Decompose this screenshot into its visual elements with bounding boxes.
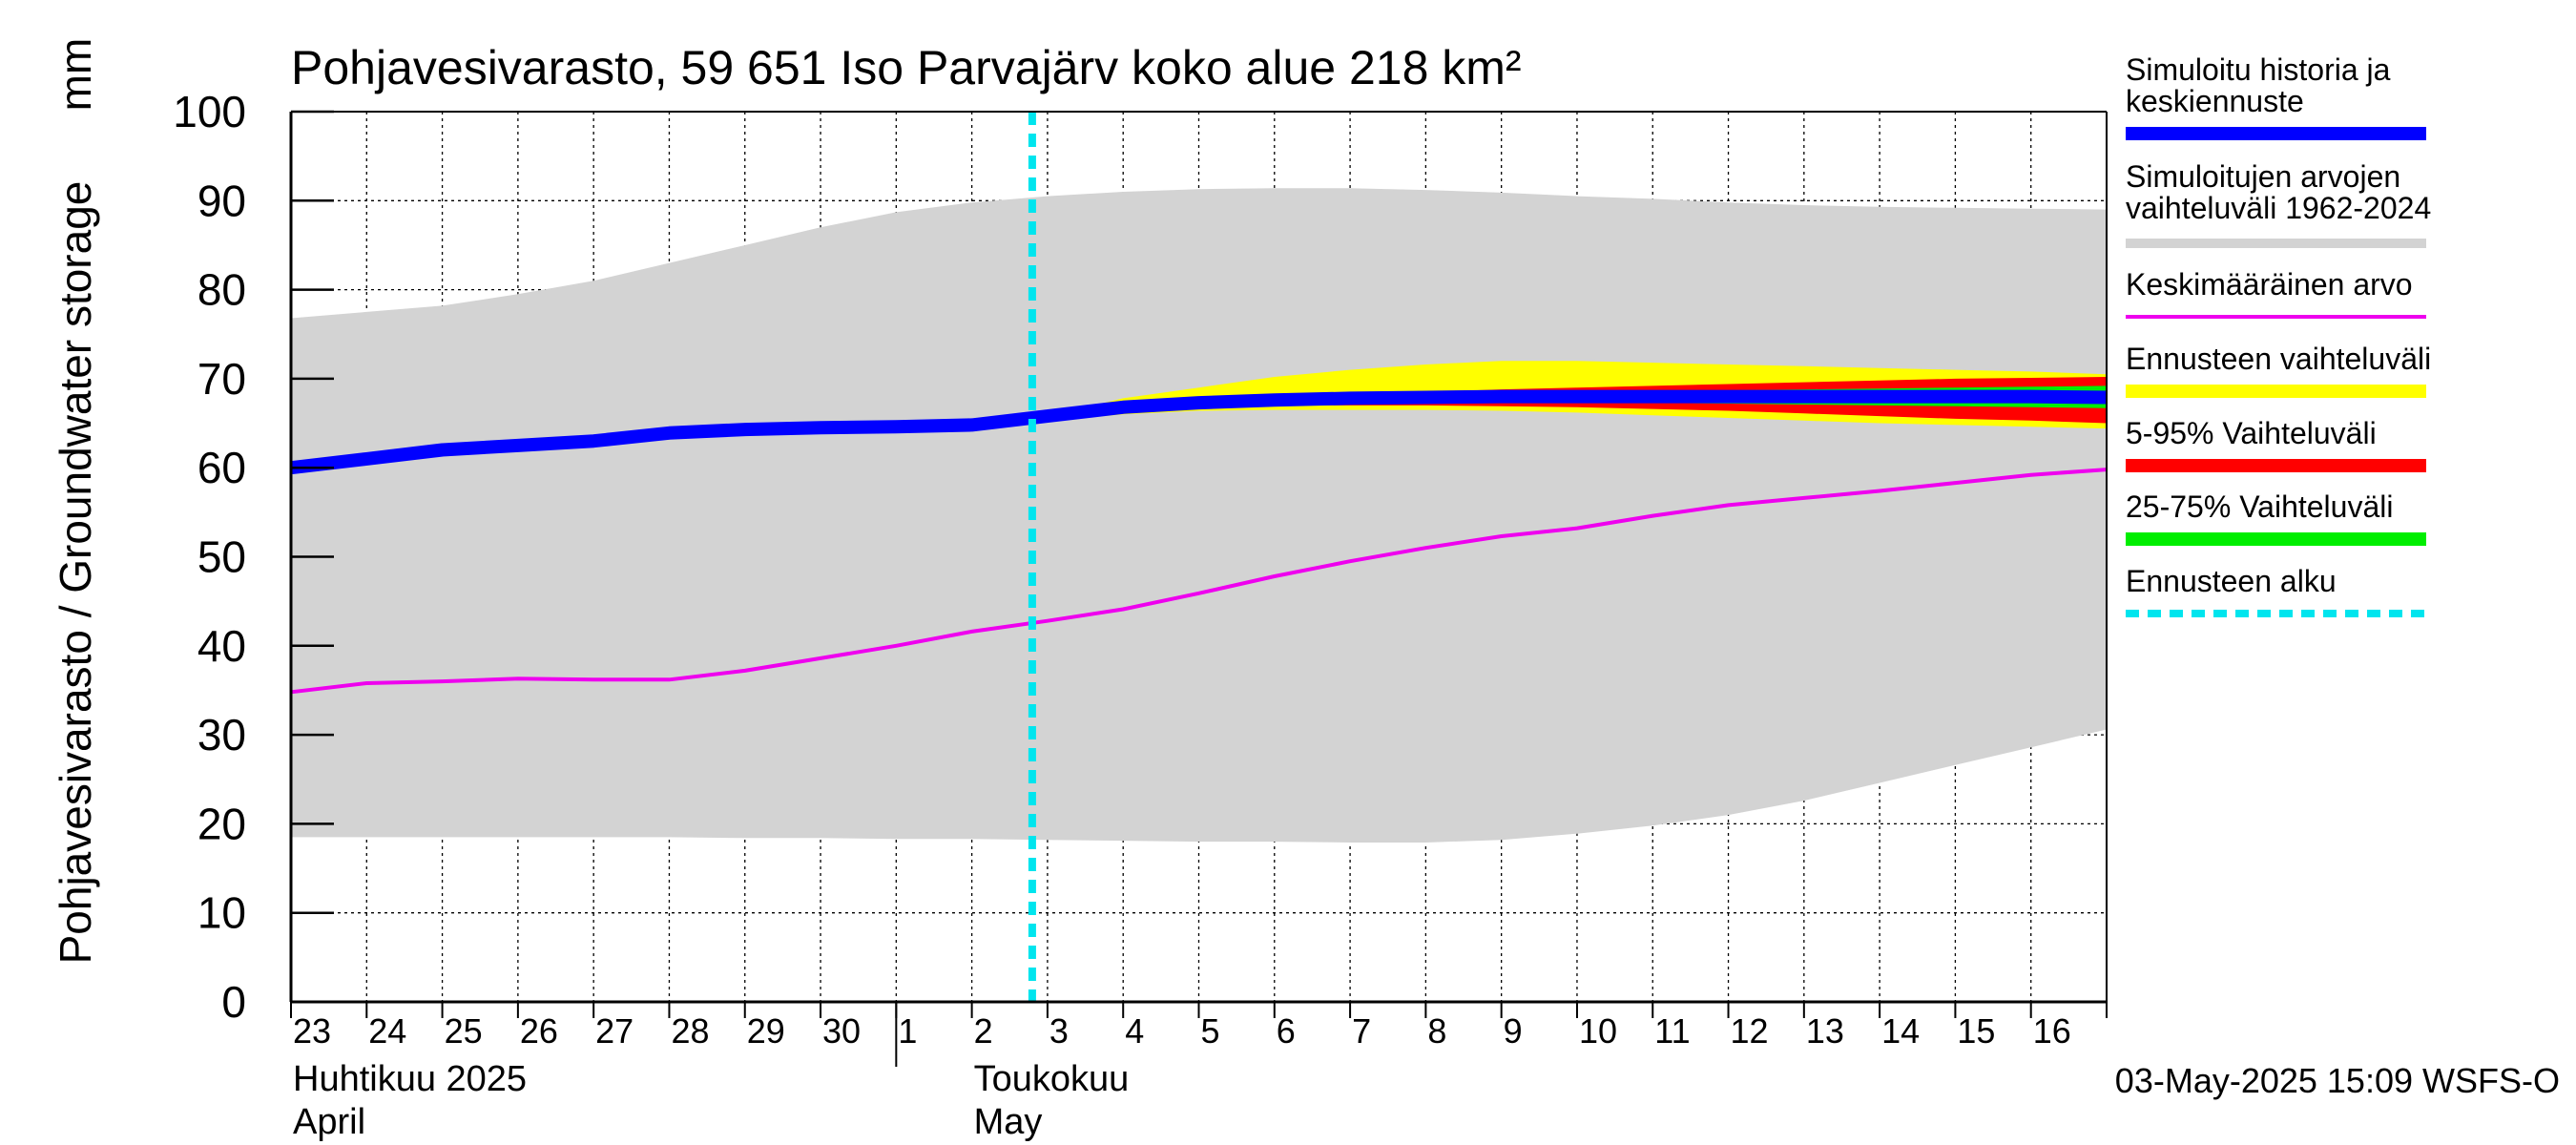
x-tick-label: 28 xyxy=(671,1011,709,1051)
legend-label: Simuloitu historia ja xyxy=(2126,52,2391,87)
simulated-history-line xyxy=(290,389,2108,475)
x-tick-label: 24 xyxy=(368,1011,406,1051)
x-tick-label: 6 xyxy=(1277,1011,1296,1051)
legend-label: Simuloitujen arvojen xyxy=(2126,159,2400,194)
x-tick-label: 14 xyxy=(1881,1011,1920,1051)
x-tick-label: 7 xyxy=(1352,1011,1371,1051)
x-tick-label: 5 xyxy=(1201,1011,1220,1051)
month-label: Toukokuu xyxy=(974,1059,1130,1099)
legend-label: Keskimääräinen arvo xyxy=(2126,267,2413,302)
x-tick-label: 30 xyxy=(822,1011,861,1051)
y-tick-label: 70 xyxy=(197,354,246,404)
x-tick-label: 13 xyxy=(1806,1011,1844,1051)
x-tick-label: 3 xyxy=(1049,1011,1069,1051)
y-tick-label: 0 xyxy=(221,977,246,1027)
legend-label: keskiennuste xyxy=(2126,84,2304,118)
x-tick-label: 25 xyxy=(445,1011,483,1051)
x-tick-label: 1 xyxy=(898,1011,917,1051)
legend-label: 5-95% Vaihteluväli xyxy=(2126,416,2377,450)
legend-label: 25-75% Vaihteluväli xyxy=(2126,489,2393,524)
y-axis-unit: mm xyxy=(51,38,100,112)
legend-label: vaihteluväli 1962-2024 xyxy=(2126,191,2431,225)
month-label: Huhtikuu 2025 xyxy=(293,1059,527,1099)
y-axis-ticks: 0 10 20 30 40 50 60 70 80 90 100 xyxy=(173,87,334,1027)
x-tick-label: 15 xyxy=(1957,1011,1995,1051)
x-tick-label: 11 xyxy=(1654,1011,1690,1051)
y-axis-label: Pohjavesivarasto / Groundwater storage xyxy=(51,181,100,965)
y-tick-label: 20 xyxy=(197,799,246,848)
chart-title: Pohjavesivarasto, 59 651 Iso Parvajärv k… xyxy=(291,41,1522,94)
legend-label: Ennusteen vaihteluväli xyxy=(2126,342,2431,376)
month-label-en: May xyxy=(974,1102,1043,1142)
mean-value-line xyxy=(290,468,2108,695)
x-tick-label: 12 xyxy=(1731,1011,1769,1051)
lines-layer xyxy=(290,389,2108,695)
y-tick-label: 60 xyxy=(197,443,246,492)
x-tick-label: 29 xyxy=(747,1011,785,1051)
x-tick-label: 26 xyxy=(520,1011,558,1051)
x-tick-label: 16 xyxy=(2033,1011,2071,1051)
y-tick-label: 50 xyxy=(197,532,246,582)
x-tick-label: 10 xyxy=(1579,1011,1617,1051)
y-tick-label: 90 xyxy=(197,176,246,225)
y-tick-label: 40 xyxy=(197,621,246,671)
bands-layer xyxy=(291,188,2107,843)
month-label-en: April xyxy=(293,1102,365,1142)
timestamp: 03-May-2025 15:09 WSFS-O xyxy=(2115,1061,2560,1100)
y-tick-label: 10 xyxy=(197,888,246,938)
y-tick-label: 80 xyxy=(197,265,246,315)
x-tick-label: 2 xyxy=(974,1011,993,1051)
x-tick-label: 23 xyxy=(293,1011,331,1051)
x-tick-label: 27 xyxy=(595,1011,634,1051)
y-tick-label: 100 xyxy=(173,87,246,136)
x-tick-label: 4 xyxy=(1125,1011,1144,1051)
x-tick-label: 9 xyxy=(1504,1011,1523,1051)
x-axis-ticks: 23 24 25 26 27 28 29 30 1 2 3 4 5 6 7 8 9 10 11 12 13 14 15 16 xyxy=(290,1002,2108,1051)
legend-label: Ennusteen alku xyxy=(2126,564,2337,598)
y-tick-label: 30 xyxy=(197,710,246,760)
x-tick-label: 8 xyxy=(1427,1011,1446,1051)
historical-range-band xyxy=(291,188,2107,843)
